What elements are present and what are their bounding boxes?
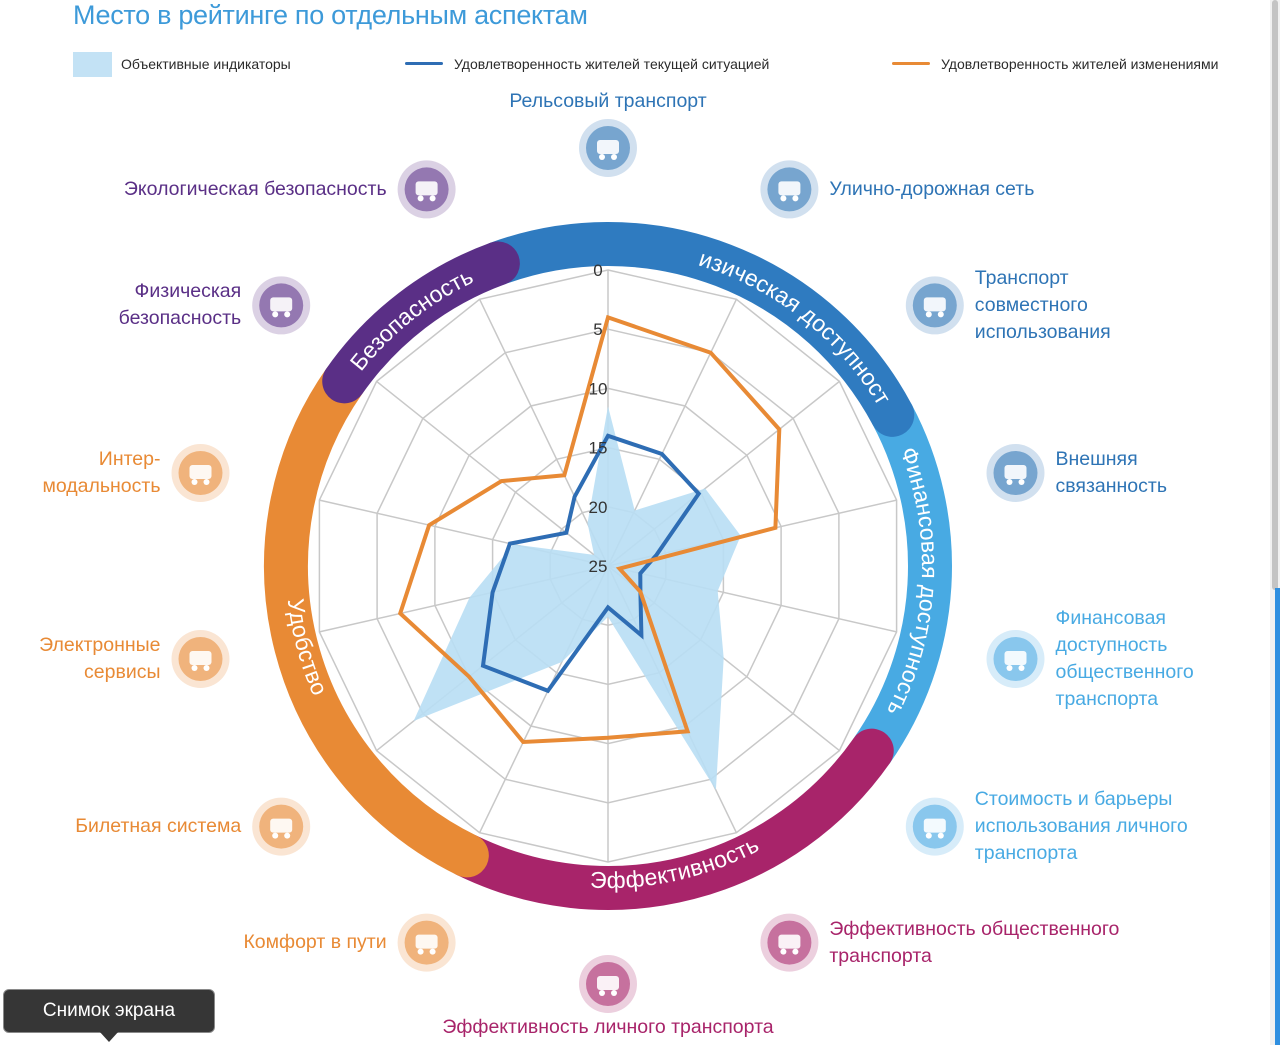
ring-segment-safety [322, 241, 520, 404]
aspect-label: Электронные сервисы [39, 634, 161, 683]
scrollbar-thumb[interactable] [1272, 0, 1278, 590]
axis-tick-label: 15 [589, 439, 608, 458]
aspect-icons [171, 119, 1045, 1013]
radar-series [397, 314, 782, 790]
bus-icon [171, 444, 230, 502]
scrollbar-accent [1275, 588, 1280, 1045]
car-cost-icon [905, 797, 964, 856]
screenshot-tooltip: Снимок экрана [3, 989, 215, 1033]
series-changes-line [397, 314, 782, 745]
aspect-label: Эффективность общественного транспорта [829, 917, 1120, 967]
aspect-label: Физическая безопасность [118, 280, 242, 330]
aspect-label: Улично-дорожная сеть [829, 177, 1035, 200]
aspect-label: Внешняя связанность [1055, 447, 1167, 497]
smartphone-icon [171, 630, 230, 688]
grid-spoke [376, 380, 609, 567]
radar-axis-ticks: 0 5 10 15 20 25 [589, 261, 608, 576]
grid-spoke [478, 298, 609, 567]
series-objective-area [413, 406, 741, 790]
ring-segment-financial [849, 392, 952, 773]
aspect-label: Транспорт совместного использования [974, 266, 1111, 343]
ring-segment-comfort [264, 359, 489, 878]
legend-label-objective: Объективные индикаторы [121, 56, 291, 72]
legend-line-current [405, 62, 443, 65]
series-current-line [480, 433, 702, 694]
scrollbar[interactable] [1270, 0, 1280, 1045]
aspect-label: Стоимость и барьеры использования личног… [974, 788, 1188, 865]
legend-label-current: Удовлетворенность жителей текущей ситуац… [454, 56, 770, 72]
legend-swatch-objective [73, 52, 112, 77]
legend-line-changes [892, 62, 930, 65]
train-icon [579, 119, 637, 177]
tooltip-arrow [99, 1031, 119, 1042]
page-title: Место в рейтинге по отдельным аспектам [73, 0, 588, 30]
comfort-icon [397, 913, 456, 972]
axis-tick-label: 0 [593, 261, 602, 280]
ring-segment-efficiency [444, 728, 894, 910]
bike-sharing-icon [905, 276, 964, 335]
aspect-label: Финансовая доступность общественного тра… [1055, 607, 1194, 710]
aspect-label: Экологическая безопасность [123, 177, 387, 200]
airplane-icon [986, 444, 1045, 502]
axis-tick-label: 20 [589, 498, 608, 517]
axis-tick-label: 5 [593, 320, 602, 339]
ring-segment-physical [475, 222, 915, 437]
aspect-label: Эффективность личного транспорта [442, 1016, 774, 1038]
traffic-jam-icon [579, 955, 637, 1013]
ticket-icon [252, 797, 311, 856]
legend-label-changes: Удовлетворенность жителей изменениями [941, 56, 1219, 72]
ring-segment-safety-label: Безопасность [345, 263, 477, 376]
crash-icon [252, 276, 311, 335]
road-network-icon [760, 160, 819, 219]
aspect-label: Комфорт в пути [243, 931, 387, 954]
axis-tick-label: 25 [589, 557, 608, 576]
runner-icon [760, 913, 819, 972]
axis-tick-label: 10 [589, 379, 608, 398]
aspect-label: Рельсовый транспорт [509, 90, 707, 112]
eco-icon [397, 160, 456, 219]
payment-icon [986, 630, 1045, 688]
aspect-label: Интер- модальность [42, 447, 161, 497]
aspect-label: Билетная система [75, 815, 242, 838]
